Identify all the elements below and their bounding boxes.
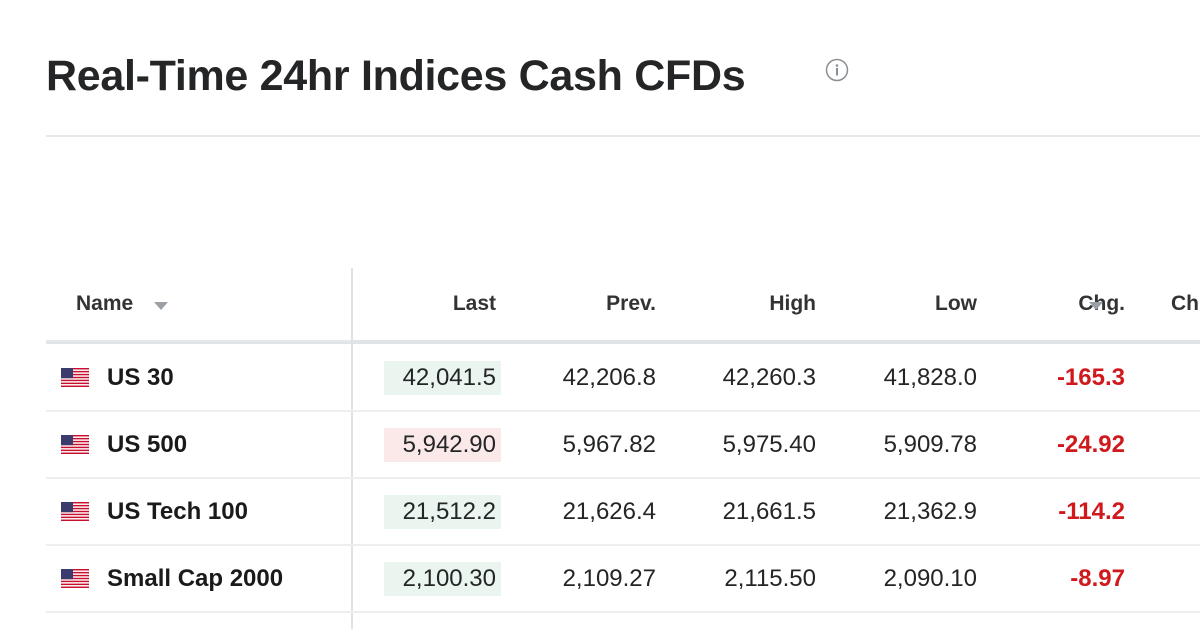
price: 42,260.3 xyxy=(722,363,816,391)
index-name[interactable]: US 500 xyxy=(107,430,188,458)
info-icon[interactable] xyxy=(825,58,849,82)
last-price: 42,041.5 xyxy=(402,363,496,391)
last-price: 21,512.2 xyxy=(402,497,496,525)
header-border xyxy=(46,340,351,342)
row-border xyxy=(46,611,1200,613)
index-name[interactable]: Small Cap 2000 xyxy=(107,564,284,592)
flag xyxy=(61,367,89,387)
flag xyxy=(61,434,89,454)
row-border xyxy=(46,477,1200,479)
column-header[interactable]: Chg. xyxy=(1078,292,1125,315)
change: -114.2 xyxy=(1058,497,1125,525)
index-name[interactable]: US Tech 100 xyxy=(107,497,248,525)
header-border xyxy=(46,340,1200,344)
column-header[interactable]: High xyxy=(769,292,816,315)
column-header[interactable]: Name xyxy=(76,292,134,315)
index-name[interactable]: US 30 xyxy=(107,363,174,391)
price: 2,090.10 xyxy=(883,564,977,592)
column-header[interactable]: Last xyxy=(452,292,496,315)
column-header[interactable]: Ch xyxy=(1171,292,1199,315)
flag xyxy=(61,501,89,521)
column-header[interactable]: Prev. xyxy=(606,292,656,315)
flag xyxy=(61,568,89,588)
last-price: 2,100.30 xyxy=(402,564,496,592)
row-border xyxy=(46,410,1200,412)
price: 5,967.82 xyxy=(562,430,656,458)
page-title: Real-Time 24hr Indices Cash CFDs xyxy=(46,52,746,100)
column-header[interactable]: Low xyxy=(935,292,977,315)
price: 21,626.4 xyxy=(562,497,656,525)
price: 21,661.5 xyxy=(722,497,816,525)
price: 42,206.8 xyxy=(562,363,656,391)
last-price: 5,942.90 xyxy=(402,430,496,458)
price: 2,109.27 xyxy=(562,564,656,592)
price: 41,828.0 xyxy=(883,363,977,391)
sort-arrow[interactable] xyxy=(153,301,169,311)
price: 5,909.78 xyxy=(883,430,977,458)
divider xyxy=(46,135,1200,137)
quotes-table: Name Last Prev. High Low Chg. Ch US 30 42,041.5 4… xyxy=(46,268,1200,629)
price-highlight xyxy=(383,494,501,529)
change: -24.92 xyxy=(1056,430,1125,458)
change: -8.97 xyxy=(1070,564,1125,592)
price-highlight xyxy=(383,360,501,395)
row-border xyxy=(46,544,1200,546)
price-highlight xyxy=(383,561,501,596)
change: -165.3 xyxy=(1056,363,1125,391)
column-divider xyxy=(351,268,353,629)
price: 5,975.40 xyxy=(722,430,816,458)
sort-arrow[interactable] xyxy=(1088,301,1104,311)
price-highlight xyxy=(383,427,501,462)
price: 2,115.50 xyxy=(724,564,816,592)
price: 21,362.9 xyxy=(883,497,977,525)
